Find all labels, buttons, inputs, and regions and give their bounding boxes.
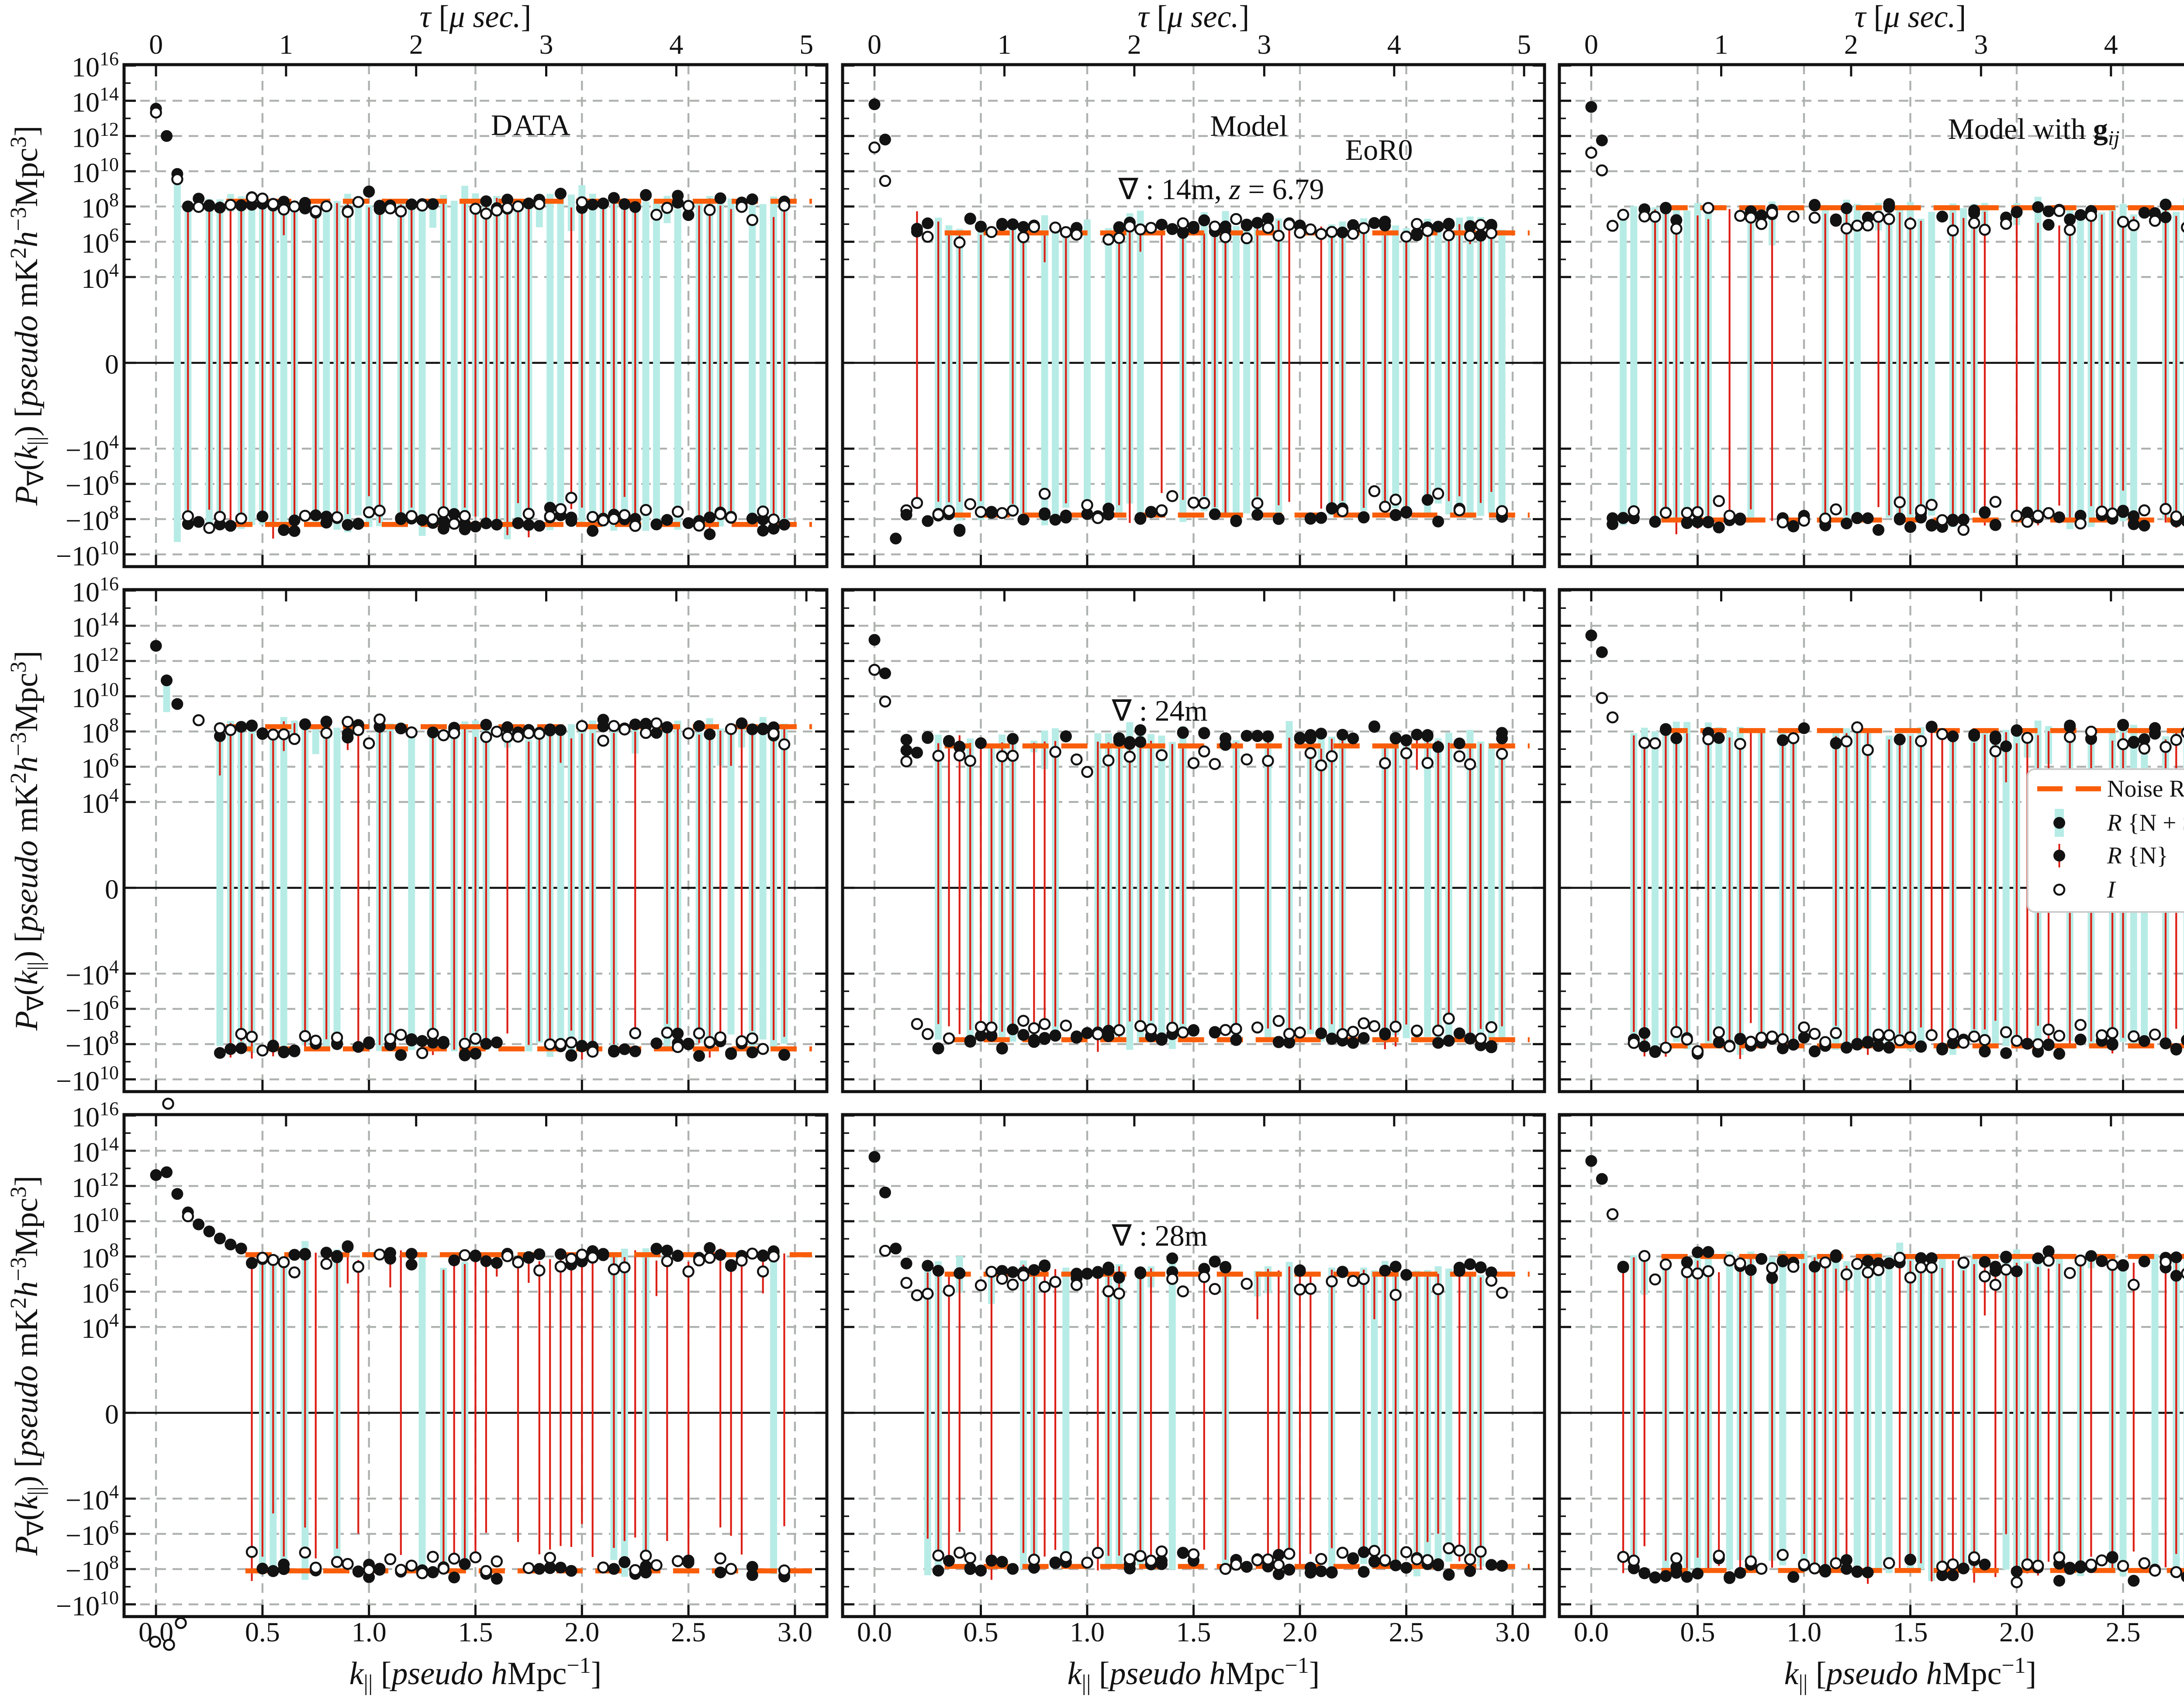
svg-text:0: 0 [105,874,119,905]
svg-text:5: 5 [799,29,813,60]
svg-text:−106: −106 [66,991,119,1026]
svg-text:∇ : 28m: ∇ : 28m [1111,1219,1207,1252]
svg-text:−104: −104 [66,431,119,466]
svg-text:1.5: 1.5 [1176,1616,1211,1647]
svg-text:−108: −108 [66,1027,119,1061]
svg-text:−1010: −1010 [56,1062,119,1096]
svg-text:108: 108 [81,189,119,224]
svg-text:104: 104 [81,259,119,294]
svg-text:2.0: 2.0 [1999,1616,2034,1647]
svg-text:EoR0: EoR0 [1345,133,1413,166]
svg-text:∇ : 14m, z = 6.79: ∇ : 14m, z = 6.79 [1118,173,1324,206]
svg-text:Model: Model [1210,109,1288,142]
svg-text:1014: 1014 [72,608,119,643]
svg-text:P∇(k||) [pseudo mK2h−3Mpc3]: P∇(k||) [pseudo mK2h−3Mpc3] [6,651,48,1031]
svg-text:1: 1 [279,29,293,60]
svg-text:0.0: 0.0 [857,1616,892,1647]
svg-text:2: 2 [1127,29,1141,60]
svg-text:0.5: 0.5 [964,1616,999,1647]
svg-text:4: 4 [1387,29,1401,60]
svg-text:0.5: 0.5 [1680,1616,1715,1647]
svg-text:0.5: 0.5 [245,1616,280,1647]
svg-text:5: 5 [1517,29,1531,60]
svg-text:−108: −108 [66,1552,119,1586]
svg-text:2.5: 2.5 [671,1616,706,1647]
svg-text:1: 1 [1714,29,1728,60]
svg-text:106: 106 [81,1274,119,1309]
svg-text:1.0: 1.0 [1070,1616,1105,1647]
svg-text:108: 108 [81,1239,119,1274]
svg-text:106: 106 [81,749,119,784]
svg-text:1010: 1010 [72,1204,119,1238]
svg-text:0: 0 [105,349,119,380]
svg-text:k|| [pseudo hMpc−1]: k|| [pseudo hMpc−1] [1784,1653,2037,1696]
svg-text:3: 3 [1974,29,1988,60]
svg-text:1016: 1016 [72,48,119,83]
svg-text:108: 108 [81,714,119,749]
svg-text:1010: 1010 [72,154,119,188]
svg-text:3: 3 [539,29,553,60]
svg-text:1.0: 1.0 [352,1616,387,1647]
svg-text:1012: 1012 [72,1168,119,1203]
svg-text:104: 104 [81,784,119,819]
svg-text:k|| [pseudo hMpc−1]: k|| [pseudo hMpc−1] [1068,1653,1320,1696]
svg-text:τ [μ sec.]: τ [μ sec.] [1855,0,1966,34]
svg-text:−106: −106 [66,466,119,501]
svg-text:2: 2 [409,29,423,60]
svg-text:0: 0 [105,1399,119,1430]
svg-text:R {N}: R {N} [2107,842,2168,869]
svg-text:R {N + Sys.}: R {N + Sys.} [2107,809,2184,836]
svg-text:DATA: DATA [491,108,571,142]
svg-text:−108: −108 [66,502,119,536]
svg-text:2.0: 2.0 [1282,1616,1317,1647]
svg-text:Noise RMS: Noise RMS [2107,775,2184,802]
svg-text:4: 4 [2104,29,2118,60]
svg-text:k|| [pseudo hMpc−1]: k|| [pseudo hMpc−1] [349,1653,602,1696]
svg-text:−104: −104 [66,956,119,991]
svg-text:106: 106 [81,224,119,259]
svg-text:−104: −104 [66,1481,119,1516]
svg-text:0.0: 0.0 [1574,1616,1609,1647]
svg-text:τ [μ sec.]: τ [μ sec.] [1138,0,1250,34]
svg-text:1010: 1010 [72,679,119,713]
svg-text:P∇(k||) [pseudo mK2h−3Mpc3]: P∇(k||) [pseudo mK2h−3Mpc3] [6,1176,48,1556]
svg-text:3: 3 [1257,29,1271,60]
svg-text:P∇(k||) [pseudo mK2h−3Mpc3]: P∇(k||) [pseudo mK2h−3Mpc3] [6,126,48,506]
svg-text:0: 0 [867,29,881,60]
svg-text:104: 104 [81,1309,119,1344]
svg-text:1.5: 1.5 [1893,1616,1928,1647]
svg-text:1: 1 [998,29,1012,60]
svg-text:0: 0 [1584,29,1598,60]
svg-text:3.0: 3.0 [1495,1616,1530,1647]
svg-text:1.0: 1.0 [1787,1616,1821,1647]
svg-text:1014: 1014 [72,1133,119,1168]
svg-text:2.5: 2.5 [2106,1616,2141,1647]
svg-text:1.5: 1.5 [458,1616,493,1647]
svg-text:1012: 1012 [72,643,119,678]
svg-text:1016: 1016 [72,1098,119,1133]
svg-text:2.5: 2.5 [1389,1616,1424,1647]
svg-text:−1010: −1010 [56,537,119,571]
svg-text:I: I [2107,876,2116,903]
svg-text:2: 2 [1844,29,1858,60]
svg-text:−106: −106 [66,1516,119,1551]
svg-text:4: 4 [669,29,683,60]
svg-text:1016: 1016 [72,573,119,608]
svg-text:∇ : 24m: ∇ : 24m [1111,694,1207,727]
svg-text:0: 0 [149,29,163,60]
svg-text:3.0: 3.0 [778,1616,812,1647]
svg-text:τ [μ sec.]: τ [μ sec.] [420,0,532,34]
svg-text:−1010: −1010 [56,1587,119,1621]
svg-text:1014: 1014 [72,83,119,118]
svg-text:1012: 1012 [72,118,119,153]
svg-text:Model with gij: Model with gij [1948,112,2119,150]
svg-text:2.0: 2.0 [564,1616,599,1647]
